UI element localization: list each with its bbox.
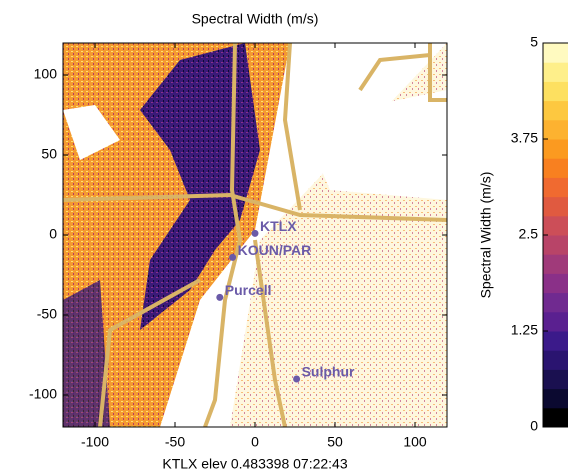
y-tick-label: 0 [49, 226, 57, 242]
colorbar-tick-label: 1.25 [511, 322, 538, 338]
colorbar-swatch [543, 235, 568, 255]
colorbar-tick-label: 5 [530, 34, 538, 50]
colorbar-swatch [543, 369, 568, 389]
y-tick-label: -50 [37, 306, 57, 322]
station-label: KOUN/PAR [238, 242, 312, 258]
station-label: Purcell [225, 282, 272, 298]
colorbar-swatch [543, 120, 568, 140]
x-axis-label: KTLX elev 0.483398 07:22:43 [162, 456, 347, 472]
station-point [229, 254, 236, 261]
colorbar-swatch [543, 101, 568, 121]
colorbar-label: Spectral Width (m/s) [478, 172, 494, 299]
colorbar-swatch [543, 43, 568, 63]
colorbar-swatch [543, 408, 568, 428]
y-tick-label: 50 [41, 146, 57, 162]
x-tick-label: 0 [251, 434, 259, 450]
colorbar-tick-label: 0 [530, 418, 538, 434]
colorbar-swatch [543, 389, 568, 409]
x-tick-label: 50 [327, 434, 343, 450]
colorbar-tick-label: 3.75 [511, 130, 538, 146]
y-tick-label: -100 [29, 386, 57, 402]
colorbar-swatch [543, 62, 568, 82]
station-point [252, 230, 259, 237]
x-tick-label: 100 [403, 434, 427, 450]
colorbar-tick-label: 2.5 [519, 226, 539, 242]
colorbar-swatch [543, 273, 568, 293]
colorbar-swatch [543, 197, 568, 217]
colorbar-swatch [543, 350, 568, 370]
colorbar-swatch [543, 331, 568, 351]
colorbar-swatch [543, 177, 568, 197]
colorbar-swatch [543, 216, 568, 236]
colorbar-swatch [543, 254, 568, 274]
colorbar-swatch [543, 293, 568, 313]
colorbar-swatch [543, 158, 568, 178]
chart: Spectral Width (m/s) KTLX elev 0.483398 … [0, 0, 568, 476]
station-point [293, 376, 300, 383]
station-label: Sulphur [302, 364, 355, 380]
chart-title: Spectral Width (m/s) [192, 11, 319, 27]
colorbar-swatch [543, 81, 568, 101]
station-label: KTLX [260, 218, 297, 234]
x-tick-label: -50 [165, 434, 185, 450]
colorbar-swatch [543, 312, 568, 332]
x-tick-label: -100 [81, 434, 109, 450]
station-point [216, 294, 223, 301]
y-tick-label: 100 [34, 66, 58, 82]
colorbar-swatch [543, 139, 568, 159]
